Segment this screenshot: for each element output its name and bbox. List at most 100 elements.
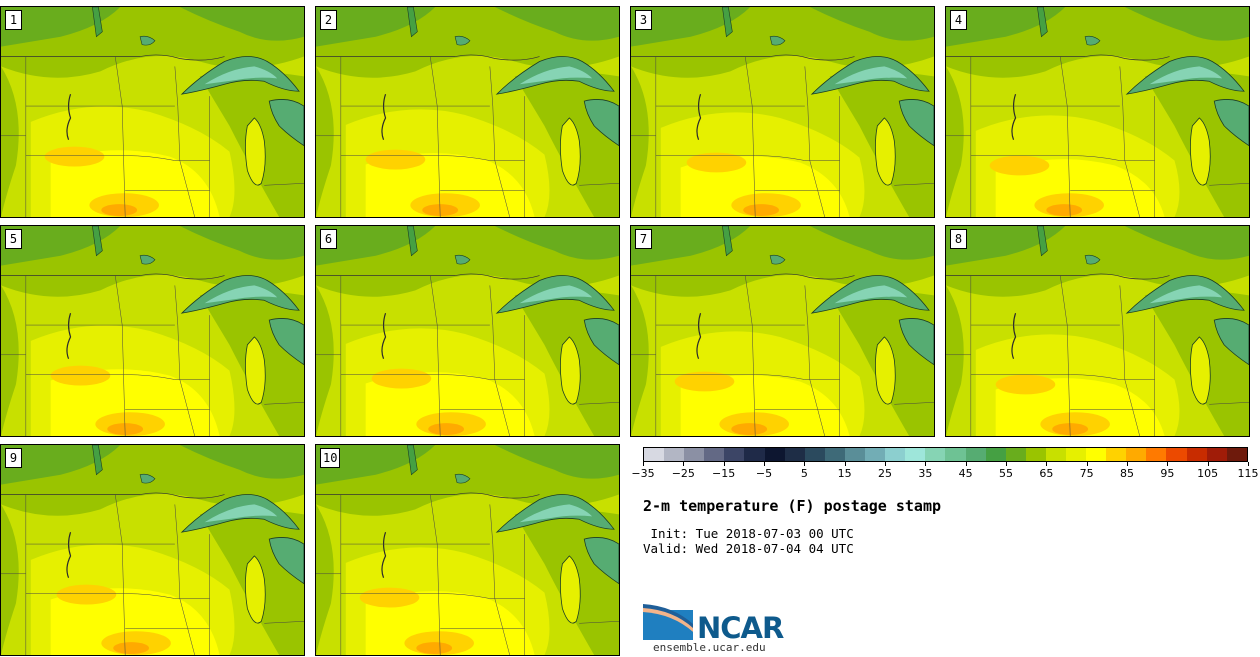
colorbar-segment (1005, 448, 1026, 461)
ncar-logo-icon (643, 604, 693, 640)
colorbar-segment (1106, 448, 1127, 461)
colorbar-tick-label: −15 (712, 467, 736, 480)
colorbar-tick-label: 35 (918, 467, 933, 480)
temperature-field (946, 7, 1249, 217)
temperature-field (1, 445, 304, 655)
colorbar-segment (1025, 448, 1046, 461)
colorbar-segment (704, 448, 725, 461)
temperature-field (1, 226, 304, 436)
colorbar-tick (1248, 462, 1249, 466)
colorbar-segment (644, 448, 665, 461)
colorbar-segment (684, 448, 705, 461)
colorbar-segment (985, 448, 1006, 461)
colorbar-tick (1167, 462, 1169, 466)
temperature-field (946, 226, 1249, 436)
colorbar-tick-label: 65 (1039, 467, 1054, 480)
colorbar-tick (885, 462, 886, 466)
colorbar-segment (664, 448, 685, 461)
ensemble-member-map: 7 (630, 225, 935, 437)
ensemble-member-map: 9 (0, 444, 305, 656)
website-link[interactable]: ensemble.ucar.edu (653, 641, 766, 654)
colorbar-tick (683, 462, 685, 466)
colorbar-tick-label: 85 (1120, 467, 1134, 480)
colorbar-tick (1127, 462, 1128, 466)
ensemble-member-map: 1 (0, 6, 305, 218)
colorbar-tick-label: 75 (1079, 467, 1094, 480)
colorbar-segment (925, 448, 946, 461)
colorbar-segment (965, 448, 986, 461)
member-number: 6 (320, 229, 337, 249)
colorbar-segment (1045, 448, 1066, 461)
colorbar-segment (945, 448, 966, 461)
ensemble-member-map: 8 (945, 225, 1250, 437)
colorbar-tick-label: −5 (755, 467, 773, 480)
member-number: 3 (635, 10, 652, 30)
member-number: 1 (5, 10, 22, 30)
colorbar-segment (844, 448, 866, 461)
colorbar-tick (804, 462, 806, 466)
member-number: 7 (635, 229, 652, 249)
colorbar-segment (784, 448, 805, 461)
colorbar-segment (865, 448, 886, 461)
ensemble-member-map: 2 (315, 6, 620, 218)
colorbar-segment (1146, 448, 1167, 461)
colorbar-tick (1046, 462, 1048, 466)
colorbar-tick-label: 105 (1197, 467, 1219, 480)
colorbar-tick-label: 15 (837, 467, 852, 480)
ensemble-member-map: 10 (315, 444, 620, 656)
colorbar-segment (1226, 448, 1247, 461)
temperature-colorbar (643, 447, 1248, 462)
colorbar-tick (764, 462, 765, 466)
colorbar-segment (1126, 448, 1147, 461)
colorbar-tick-label: 115 (1237, 467, 1259, 480)
member-number: 2 (320, 10, 337, 30)
temperature-field (631, 226, 934, 436)
colorbar-segment (1086, 448, 1107, 461)
ensemble-member-map: 4 (945, 6, 1250, 218)
colorbar-tick-label: 5 (800, 467, 808, 480)
ensemble-member-map: 3 (630, 6, 935, 218)
temperature-field (1, 7, 304, 217)
colorbar-tick (723, 462, 725, 466)
member-number: 9 (5, 448, 22, 468)
member-number: 8 (950, 229, 967, 249)
colorbar-tick (643, 462, 644, 466)
colorbar-segment (824, 448, 845, 461)
colorbar-tick (1006, 462, 1007, 466)
colorbar-segment (724, 448, 745, 461)
colorbar-segment (1065, 448, 1087, 461)
colorbar-segment (764, 448, 785, 461)
colorbar-tick (844, 462, 846, 466)
colorbar-tick-label: −25 (671, 467, 695, 480)
colorbar-tick (1207, 462, 1209, 466)
ensemble-member-map: 6 (315, 225, 620, 437)
colorbar-tick-label: 25 (878, 467, 892, 480)
member-number: 4 (950, 10, 967, 30)
member-number: 10 (320, 448, 341, 468)
valid-time: Valid: Wed 2018-07-04 04 UTC (643, 541, 854, 556)
init-time: Init: Tue 2018-07-03 00 UTC (643, 526, 854, 541)
logo-text: NCAR (697, 611, 784, 645)
chart-title: 2-m temperature (F) postage stamp (643, 497, 942, 515)
colorbar-segment (804, 448, 825, 461)
member-number: 5 (5, 229, 22, 249)
colorbar-tick (1086, 462, 1088, 466)
colorbar-tick (925, 462, 927, 466)
colorbar-tick (965, 462, 967, 466)
colorbar-segment (1186, 448, 1207, 461)
temperature-field (631, 7, 934, 217)
colorbar-segment (885, 448, 906, 461)
temperature-field (316, 7, 619, 217)
colorbar-tick-label: 45 (958, 467, 973, 480)
colorbar-tick-label: −35 (631, 467, 655, 480)
ensemble-member-map: 5 (0, 225, 305, 437)
colorbar-tick-label: 55 (999, 467, 1013, 480)
colorbar-segment (1206, 448, 1227, 461)
colorbar-segment (744, 448, 765, 461)
temperature-field (316, 445, 619, 655)
colorbar-segment (1166, 448, 1187, 461)
colorbar-tick-label: 95 (1160, 467, 1175, 480)
temperature-field (316, 226, 619, 436)
colorbar-tick-labels: −35 −25 −15 −5 5 15 25 35 45 55 65 75 85 95 105 115 (631, 462, 1259, 482)
colorbar-segment (905, 448, 926, 461)
